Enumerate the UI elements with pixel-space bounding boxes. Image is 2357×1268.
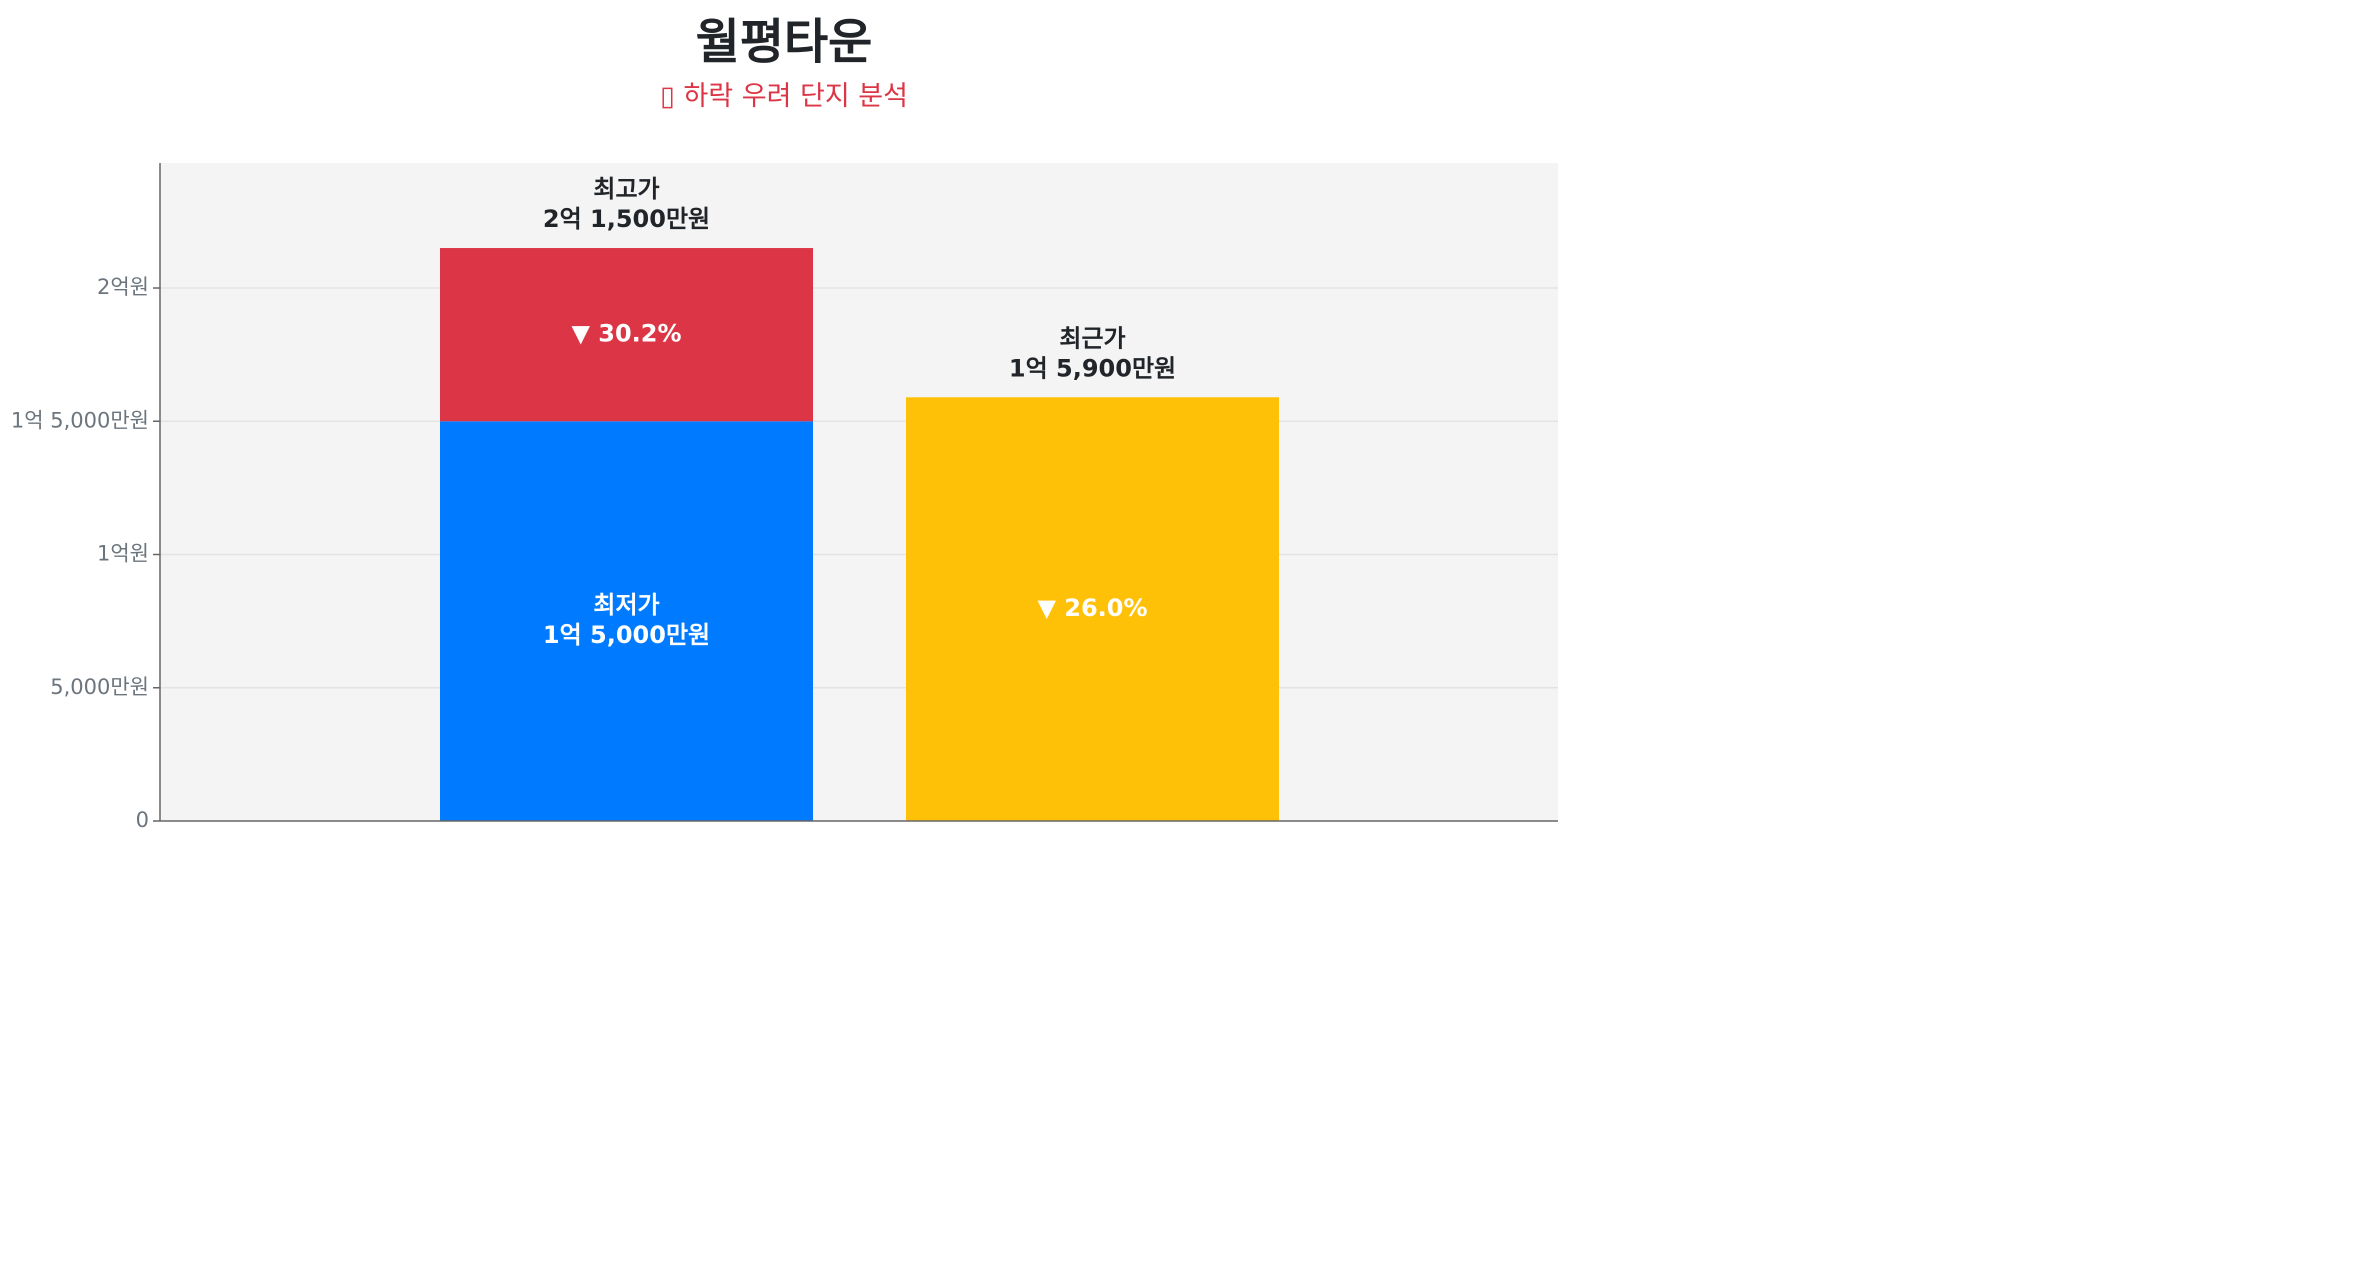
bar-top-label: 최고가 [593, 175, 659, 203]
bar-segment-최근가 [906, 397, 1279, 821]
bar-top-label: 최근가 [1059, 324, 1125, 352]
segment-label: ▼ 30.2% [571, 320, 681, 348]
y-tick-label: 2억원 [97, 275, 149, 299]
y-tick-label: 0 [136, 808, 149, 832]
segment-label: 최저가 [593, 591, 659, 619]
grid-lines [160, 287, 1558, 689]
bar-top-label: 1억 5,900만원 [1009, 354, 1176, 382]
y-tick-label: 1억원 [97, 542, 149, 566]
y-tick-label: 1억 5,000만원 [11, 408, 149, 432]
y-tick-label: 5,000만원 [50, 675, 149, 699]
chart-subtitle: ▯ 하락 우려 단지 분석 [660, 81, 908, 112]
bar-segment-최고가 [440, 248, 813, 422]
bar-top-label: 2억 1,500만원 [543, 205, 710, 233]
chart-title: 월평타운 [695, 14, 873, 70]
segment-label: ▼ 26.0% [1037, 594, 1147, 622]
segment-label: 1억 5,000만원 [543, 621, 710, 649]
bars [440, 248, 1279, 821]
y-axis-ticks: 0 5,000만원 1억원 1억 5,000만원 2억원 [11, 275, 160, 832]
plot-area [160, 163, 1558, 821]
bar-segment-최저가 [440, 421, 813, 821]
